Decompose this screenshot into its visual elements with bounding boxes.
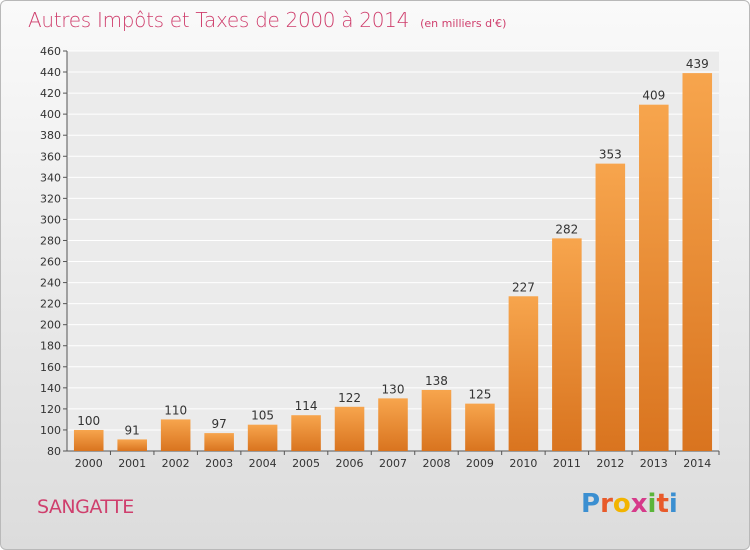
value-label-2004: 105 (251, 409, 274, 423)
y-tick-label: 400 (40, 108, 61, 121)
x-tick-label-2003: 2003 (205, 457, 233, 470)
value-label-2006: 122 (338, 391, 361, 405)
labels: 80 100 120 140 160 180 200 220 240 260 280 300 320 34… (40, 45, 711, 470)
x-tick-label-2006: 2006 (336, 457, 364, 470)
logo-letter: x (630, 489, 648, 519)
y-tick-label: 180 (40, 340, 61, 353)
proxiti-logo[interactable]: Proxiti (581, 489, 678, 519)
x-tick-label-2014: 2014 (683, 457, 711, 470)
bar-2003 (204, 433, 234, 451)
bar-2006 (334, 406, 365, 451)
bar-2002 (160, 419, 191, 451)
value-label-2009: 125 (468, 388, 491, 402)
y-tick-label: 440 (40, 66, 61, 79)
logo-letter: t (656, 489, 669, 519)
y-tick-label: 340 (40, 171, 61, 184)
bar-2010 (508, 296, 539, 451)
x-tick-label-2008: 2008 (422, 457, 450, 470)
y-tick-label: 240 (40, 277, 61, 290)
x-tick-label-2009: 2009 (466, 457, 494, 470)
y-tick-label: 300 (40, 213, 61, 226)
y-tick-label: 380 (40, 129, 61, 142)
y-tick-label: 160 (40, 361, 61, 374)
value-label-2008: 138 (425, 374, 448, 388)
y-tick-label: 80 (47, 445, 61, 458)
value-label-2005: 114 (295, 399, 318, 413)
bar-2013 (639, 104, 669, 452)
bar-2005 (291, 415, 321, 451)
value-label-2002: 110 (164, 403, 187, 417)
y-tick-label: 200 (40, 319, 61, 332)
x-tick-label-2005: 2005 (292, 457, 320, 470)
y-tick-label: 100 (40, 424, 61, 437)
logo-letter: i (647, 489, 657, 519)
value-label-2003: 97 (211, 417, 226, 431)
bars (73, 73, 713, 452)
value-label-2014: 439 (686, 57, 709, 71)
logo-letter: P (581, 489, 601, 519)
bar-2008 (421, 389, 452, 451)
y-tick-label: 280 (40, 234, 61, 247)
bar-2000 (73, 429, 104, 451)
x-tick-label-2010: 2010 (509, 457, 537, 470)
bar-2012 (595, 163, 626, 451)
value-label-2013: 409 (642, 89, 665, 103)
y-tick-label: 460 (40, 45, 61, 58)
commune-name: SANGATTE (37, 496, 134, 518)
logo-letter: o (612, 489, 631, 519)
bar-2004 (247, 424, 278, 451)
x-tick-label-2000: 2000 (75, 457, 103, 470)
x-tick-label-2007: 2007 (379, 457, 407, 470)
chart-title: Autres Impôts et Taxes de 2000 à 2014 (28, 8, 409, 32)
logo-letter: i (668, 489, 678, 519)
bar-2011 (552, 238, 582, 451)
value-label-2001: 91 (125, 423, 140, 437)
y-tick-label: 140 (40, 382, 61, 395)
x-tick-label-2004: 2004 (249, 457, 277, 470)
y-tick-label: 120 (40, 403, 61, 416)
value-label-2010: 227 (512, 280, 535, 294)
y-tick-label: 320 (40, 192, 61, 205)
y-tick-label: 220 (40, 298, 61, 311)
bar-2001 (117, 439, 147, 451)
value-label-2007: 130 (382, 382, 405, 396)
x-tick-label-2012: 2012 (596, 457, 624, 470)
value-label-2000: 100 (77, 414, 100, 428)
x-tick-label-2002: 2002 (162, 457, 190, 470)
logo-letter: r (600, 489, 613, 519)
y-tick-label: 360 (40, 150, 61, 163)
bar-2007 (378, 398, 408, 451)
bar-2014 (682, 73, 713, 452)
x-tick-label-2001: 2001 (118, 457, 146, 470)
chart-title-block: Autres Impôts et Taxes de 2000 à 2014 (e… (28, 8, 506, 32)
chart-unit: (en milliers d'€) (420, 17, 507, 30)
y-tick-label: 260 (40, 256, 61, 269)
y-tick-label: 420 (40, 87, 61, 100)
x-tick-label-2011: 2011 (553, 457, 581, 470)
value-label-2011: 282 (555, 222, 578, 236)
x-tick-label-2013: 2013 (640, 457, 668, 470)
bar-2009 (465, 403, 495, 451)
value-label-2012: 353 (599, 148, 622, 162)
